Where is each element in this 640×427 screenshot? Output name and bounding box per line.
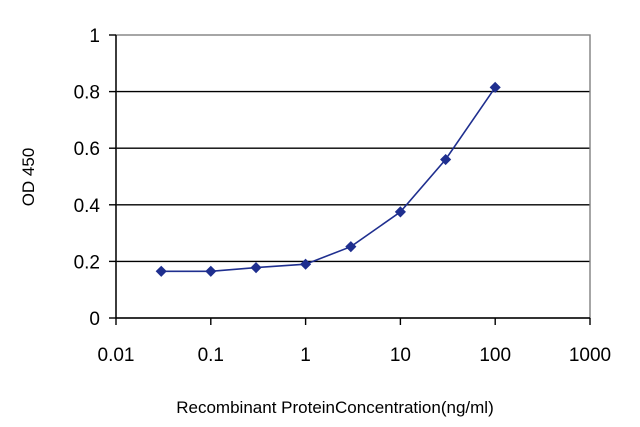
y-tick-label: 0	[89, 309, 100, 330]
x-tick-label: 1	[300, 345, 311, 366]
y-tick-label: 0.6	[74, 139, 100, 160]
x-tick-label: 10	[390, 345, 411, 366]
y-tick-label: 0.2	[74, 252, 100, 273]
x-tick-label: 0.1	[198, 345, 224, 366]
x-tick-label: 0.01	[98, 345, 135, 366]
data-point	[155, 265, 167, 277]
data-point	[300, 258, 312, 270]
axes	[109, 34, 591, 325]
x-axis-title: Recombinant ProteinConcentration(ng/ml)	[176, 398, 494, 417]
y-axis-title: OD 450	[19, 148, 38, 207]
series-line	[155, 81, 501, 277]
series-polyline	[161, 86, 496, 273]
data-point	[250, 262, 262, 274]
plot-area	[115, 34, 591, 319]
data-point	[394, 206, 406, 218]
grid	[116, 90, 590, 263]
data-point	[489, 81, 501, 93]
y-tick-label: 1	[89, 26, 100, 47]
data-point	[345, 241, 357, 253]
y-tick-label: 0.8	[74, 83, 100, 104]
data-point	[440, 153, 452, 166]
data-point	[205, 265, 217, 277]
tick-labels: 0 0.2 0.4 0.6 0.8 1 0.01 0.1 1 10 100 1000	[74, 26, 612, 366]
x-tick-label: 100	[479, 345, 511, 366]
x-tick-label: 1000	[569, 345, 611, 366]
y-tick-label: 0.4	[74, 196, 101, 217]
